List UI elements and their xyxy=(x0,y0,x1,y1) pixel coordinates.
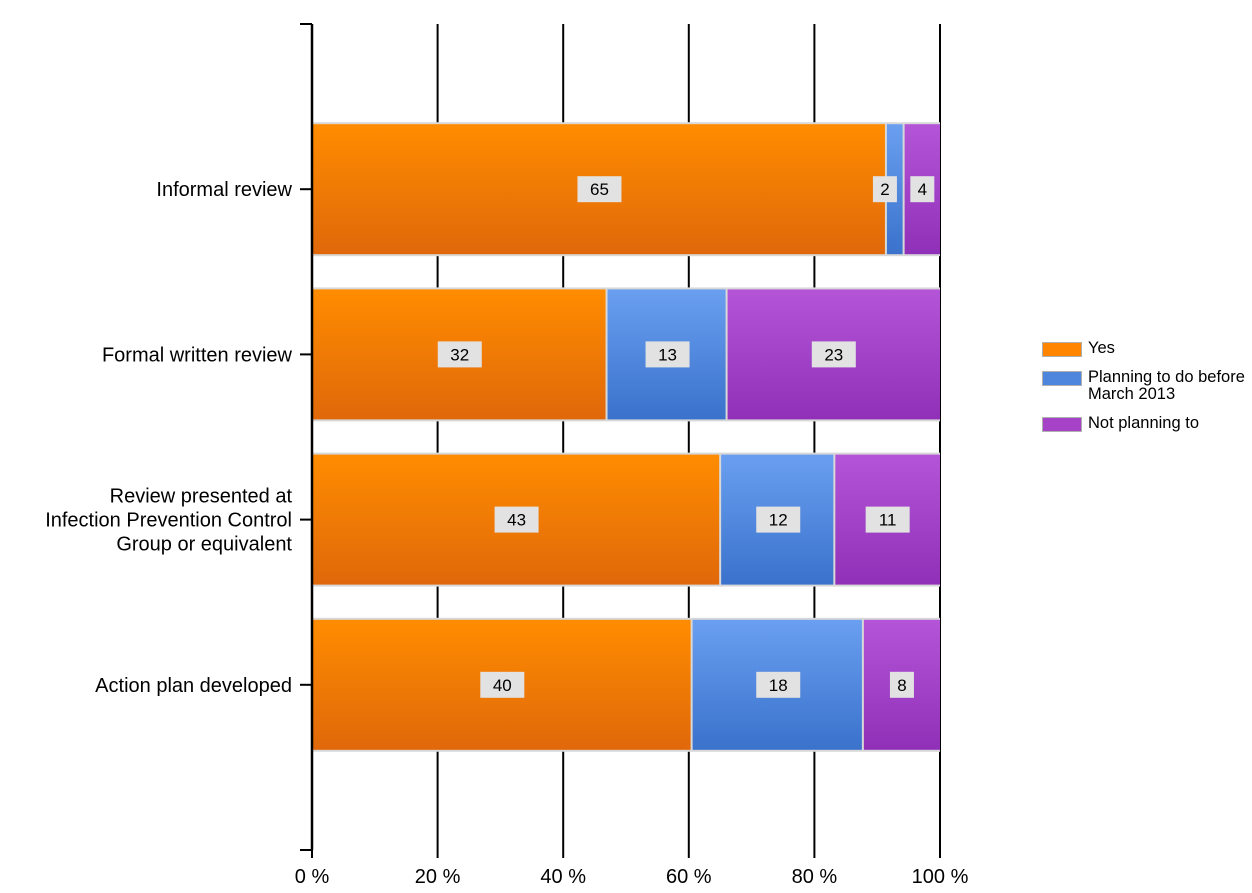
data-label: 12 xyxy=(769,511,788,530)
data-label-box xyxy=(437,341,482,368)
x-tick-label: 0 % xyxy=(295,866,330,888)
x-tick-label: 40 % xyxy=(540,866,586,888)
legend-swatch-not-planning xyxy=(1042,417,1082,432)
data-label-box xyxy=(910,176,935,203)
legend-swatch-yes xyxy=(1042,342,1082,357)
data-label: 40 xyxy=(493,676,512,695)
data-label-box xyxy=(872,176,897,203)
data-label-box xyxy=(756,506,801,533)
y-category-label-line: Infection Prevention Control xyxy=(45,510,292,532)
x-tick-label: 80 % xyxy=(792,866,838,888)
x-tick-label: 20 % xyxy=(415,866,461,888)
data-label: 11 xyxy=(879,511,897,530)
y-category-label: Review presented at Infection Prevention … xyxy=(45,486,292,556)
data-label: 13 xyxy=(658,345,677,364)
data-label: 2 xyxy=(880,180,889,199)
legend-item-yes: Yes xyxy=(1042,340,1252,357)
legend-item-not-planning: Not planning to xyxy=(1042,415,1252,432)
legend-label-yes: Yes xyxy=(1088,339,1115,357)
data-label-box xyxy=(889,671,914,698)
x-tick-label: 100 % xyxy=(912,866,969,888)
data-label: 8 xyxy=(897,676,906,695)
legend-label-not-planning: Not planning to xyxy=(1088,414,1199,432)
data-label: 23 xyxy=(824,345,843,364)
data-label-box xyxy=(811,341,856,368)
legend-swatch-planning xyxy=(1042,371,1082,386)
y-category-label-line: Group or equivalent xyxy=(116,534,292,556)
data-label-box xyxy=(756,671,801,698)
data-label-box xyxy=(645,341,690,368)
data-label: 4 xyxy=(918,180,927,199)
y-category-label: Informal review xyxy=(156,179,292,201)
chart-legend: Yes Planning to do before March 2013 Not… xyxy=(1042,340,1252,444)
legend-label-planning: Planning to do before March 2013 xyxy=(1088,368,1245,403)
data-label: 32 xyxy=(450,345,469,364)
y-category-label-line: Review presented at xyxy=(110,486,293,508)
data-label-box xyxy=(865,506,910,533)
y-category-label-line: Informal review xyxy=(156,179,292,201)
data-label: 18 xyxy=(769,676,788,695)
y-category-label: Action plan developed xyxy=(95,675,292,697)
y-category-label: Formal written review xyxy=(102,344,293,366)
data-label-box xyxy=(494,506,539,533)
x-tick-label: 60 % xyxy=(666,866,712,888)
legend-item-planning: Planning to do before March 2013 xyxy=(1042,369,1252,403)
y-category-label-line: Formal written review xyxy=(102,344,293,366)
data-label-box xyxy=(577,176,622,203)
data-label-box xyxy=(480,671,525,698)
data-label: 43 xyxy=(507,511,526,530)
y-category-label-line: Action plan developed xyxy=(95,675,292,697)
data-label: 65 xyxy=(590,180,609,199)
